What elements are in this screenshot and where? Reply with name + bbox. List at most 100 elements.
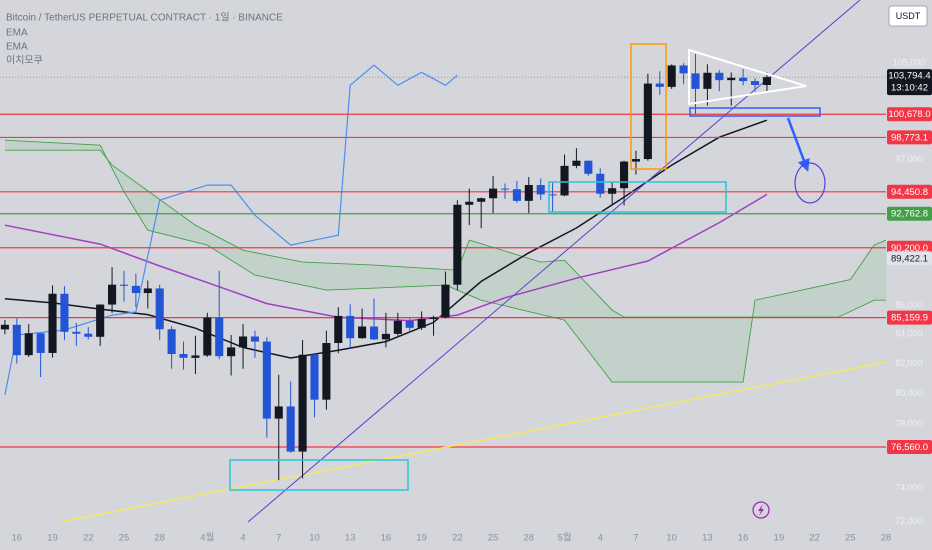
currency-button[interactable] bbox=[888, 5, 928, 27]
candle-body bbox=[215, 317, 224, 357]
price-label-box bbox=[887, 251, 932, 266]
candle-body bbox=[643, 83, 652, 160]
candle-body bbox=[667, 65, 676, 87]
x-tick-label: 25 bbox=[845, 533, 856, 544]
candle-body bbox=[369, 326, 379, 340]
candle-body bbox=[429, 317, 438, 320]
price-label: 85,159.9 bbox=[891, 313, 928, 324]
price-label-box bbox=[887, 107, 932, 122]
y-tick-label: 105,000 bbox=[893, 58, 926, 68]
candle-body bbox=[453, 204, 462, 285]
candle-body bbox=[346, 315, 355, 339]
legend-entry: EMA bbox=[6, 28, 28, 39]
target-circle bbox=[794, 162, 826, 204]
y-tick-label: 74,000 bbox=[895, 483, 923, 493]
price-levels bbox=[0, 76, 886, 448]
x-tick-label: 16 bbox=[738, 533, 749, 544]
x-tick-label: 22 bbox=[809, 533, 820, 544]
x-tick-label: 28 bbox=[881, 533, 892, 544]
candles bbox=[0, 53, 771, 481]
axes: 105,000 97,000 86,000 84,000 82,000 80,000 78,… bbox=[12, 58, 926, 544]
triangle-pattern bbox=[688, 48, 807, 106]
candle-body bbox=[250, 336, 259, 342]
x-tick-label: 28 bbox=[154, 533, 165, 544]
candle-body bbox=[572, 160, 581, 166]
currency-label[interactable]: USDT bbox=[896, 11, 921, 21]
x-tick-label: 19 bbox=[774, 533, 785, 544]
candle-body bbox=[191, 355, 200, 358]
candle-body bbox=[24, 333, 33, 356]
candle-body bbox=[298, 354, 307, 452]
alert-bolt[interactable] bbox=[758, 504, 764, 516]
trend-line bbox=[247, 0, 861, 523]
zone-box bbox=[689, 107, 821, 117]
candle-body bbox=[560, 165, 569, 196]
candle-body bbox=[322, 343, 331, 400]
candle-body bbox=[465, 201, 474, 205]
y-tick-label: 72,000 bbox=[895, 516, 923, 526]
candle-body bbox=[131, 285, 140, 294]
x-tick-label: 22 bbox=[83, 533, 94, 544]
price-label: 94,450.8 bbox=[891, 187, 928, 198]
zone-box bbox=[630, 43, 667, 170]
x-tick-label: 22 bbox=[452, 533, 463, 544]
price-label-box bbox=[887, 69, 932, 96]
candle-body bbox=[227, 347, 236, 357]
candle-body bbox=[179, 353, 188, 358]
candle-body bbox=[536, 185, 545, 195]
candle-body bbox=[548, 194, 557, 196]
candle-body bbox=[405, 320, 414, 328]
countdown-label: 13:10:42 bbox=[891, 83, 928, 94]
candle-body bbox=[286, 406, 295, 452]
plot-area bbox=[0, 0, 886, 523]
candle-body bbox=[167, 329, 176, 354]
price-label-box bbox=[887, 130, 932, 145]
candle-body bbox=[143, 288, 152, 294]
price-label: 100,678.0 bbox=[888, 109, 930, 120]
candle-body bbox=[596, 173, 605, 194]
x-tick-label: 5월 bbox=[558, 532, 572, 544]
x-tick-label: 13 bbox=[345, 533, 356, 544]
legend-entry: 이치모쿠 bbox=[6, 55, 43, 67]
x-tick-label: 10 bbox=[309, 533, 320, 544]
x-tick-label: 19 bbox=[416, 533, 427, 544]
candle-body bbox=[310, 354, 319, 400]
x-tick-label: 13 bbox=[702, 533, 713, 544]
candle-body bbox=[655, 83, 664, 87]
candle-body bbox=[631, 159, 641, 162]
chart-title: Bitcoin / TetherUS PERPETUAL CONTRACT · … bbox=[6, 12, 283, 24]
candle-body bbox=[334, 315, 343, 344]
price-label: 90,200.0 bbox=[891, 243, 928, 254]
y-tick-label: 78,000 bbox=[895, 419, 923, 429]
price-label: 89,422.1 bbox=[891, 253, 928, 264]
x-tick-label: 4 bbox=[598, 533, 603, 544]
y-tick-label: 86,000 bbox=[895, 300, 923, 310]
x-tick-label: 19 bbox=[47, 533, 58, 544]
trend-line bbox=[59, 361, 886, 523]
price-label-box bbox=[887, 184, 932, 199]
candle-body bbox=[620, 161, 629, 189]
candle-body bbox=[608, 188, 617, 194]
candle-body bbox=[679, 65, 688, 74]
candle-body bbox=[441, 284, 450, 318]
cloud-fill bbox=[4, 140, 886, 383]
candle-body bbox=[48, 293, 57, 353]
x-tick-label: 10 bbox=[666, 533, 677, 544]
candle-body bbox=[739, 77, 748, 82]
price-label-box bbox=[887, 240, 932, 255]
y-tick-label: 82,000 bbox=[895, 358, 923, 368]
x-tick-label: 28 bbox=[524, 533, 535, 544]
candle-body bbox=[691, 73, 700, 89]
y-tick-label: 80,000 bbox=[895, 388, 923, 398]
alert-icon[interactable] bbox=[752, 501, 770, 519]
zone-box bbox=[229, 459, 409, 491]
x-tick-label: 4 bbox=[240, 533, 245, 544]
zone-box bbox=[548, 181, 727, 213]
candle-body bbox=[72, 331, 81, 334]
alert-circle[interactable] bbox=[752, 501, 770, 519]
price-labels: 100,678.0 98,773.1 94,450.8 92,762.8 90,200.… bbox=[887, 69, 932, 454]
price-label-box bbox=[887, 310, 932, 325]
candle-body bbox=[12, 324, 21, 356]
candle-body bbox=[762, 77, 771, 85]
